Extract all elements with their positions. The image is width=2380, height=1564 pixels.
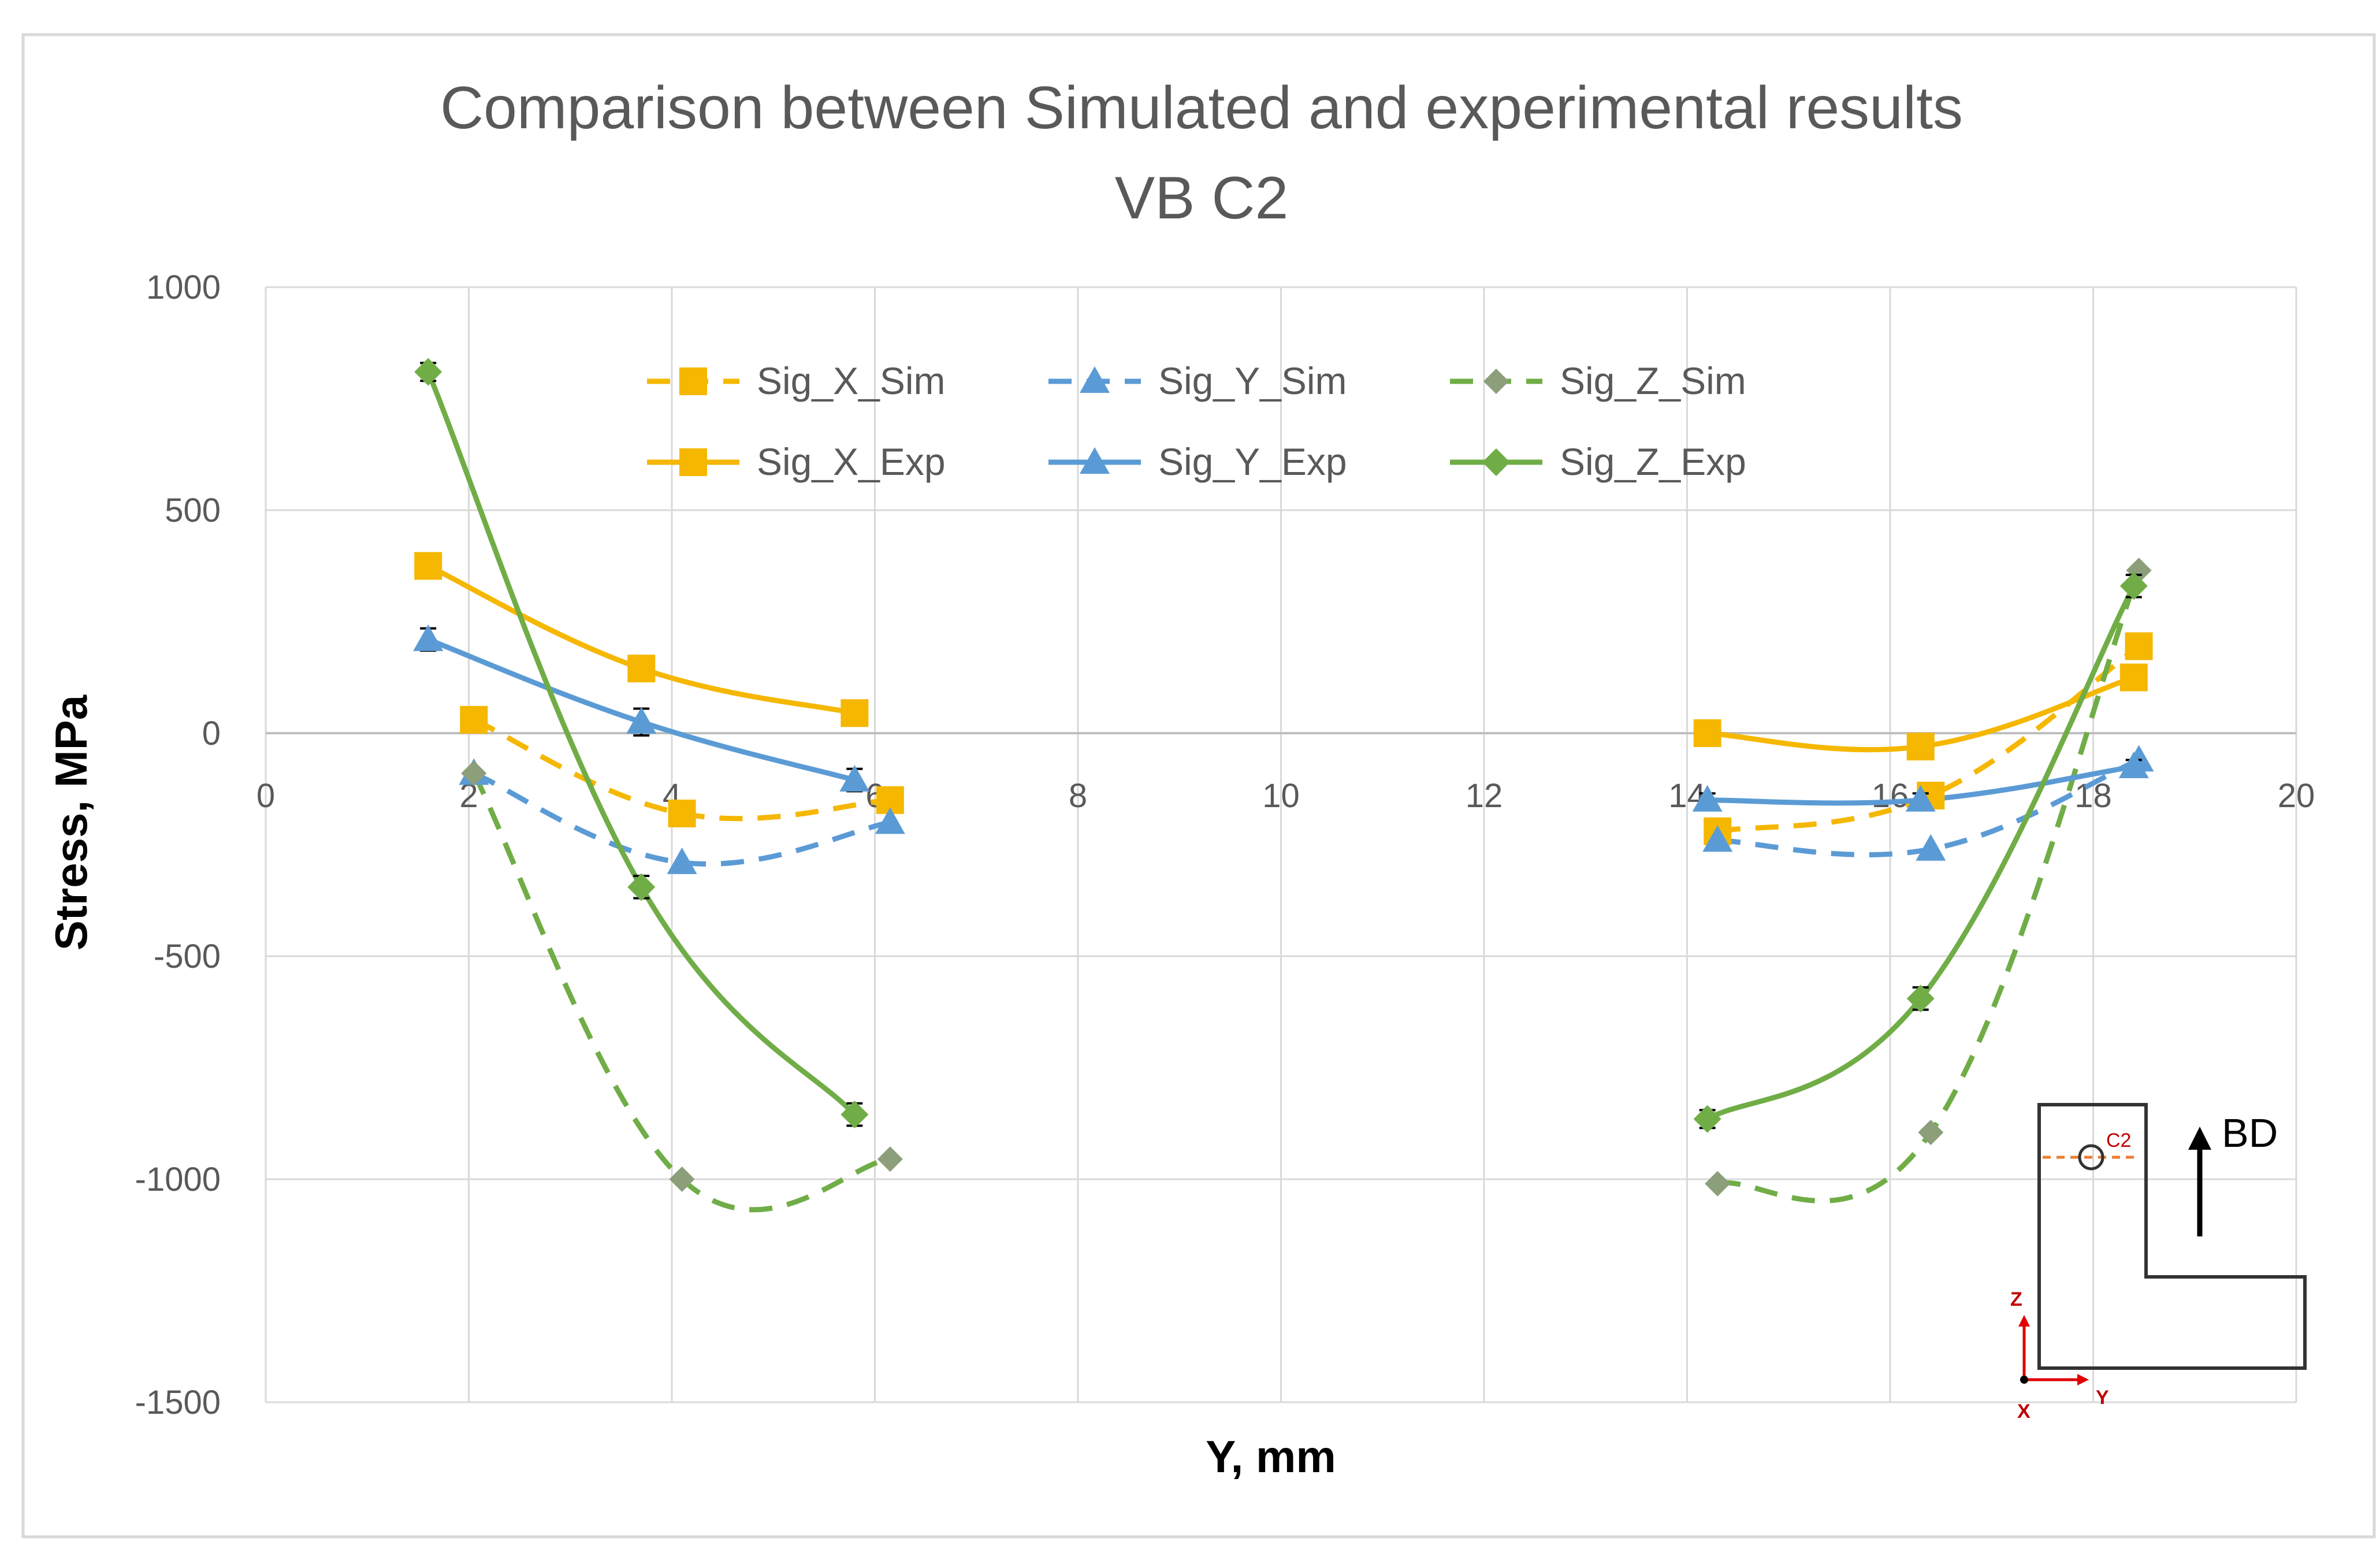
inset-z-label: Z <box>2010 1288 2022 1310</box>
data-point <box>460 705 488 734</box>
build-direction-label: BD <box>2222 1110 2278 1156</box>
data-point <box>1692 785 1723 812</box>
data-point <box>1918 1119 1944 1145</box>
legend-marker <box>1483 369 1509 394</box>
y-tick-label: -1500 <box>135 1384 221 1421</box>
data-point <box>414 358 442 386</box>
series-line-sig-z-sim <box>1717 569 2141 1203</box>
series-line-sig-x-sim <box>1717 644 2141 834</box>
legend-marker <box>1080 366 1110 393</box>
legend-marker <box>679 448 707 476</box>
data-point <box>461 760 487 786</box>
inset-y-label: Y <box>2096 1387 2109 1409</box>
y-tick-label: 0 <box>202 715 221 752</box>
data-point <box>1905 785 1936 812</box>
chart-subtitle: VB C2 <box>1115 165 1289 232</box>
legend-label: Sig_Y_Sim <box>1158 359 1347 402</box>
inset-schematic: C2 BD Z Y X <box>2010 1103 2307 1422</box>
x-axis-title: Y, mm <box>1206 1431 1336 1482</box>
y-arrow-head-icon <box>2077 1374 2089 1385</box>
legend-marker <box>679 367 707 395</box>
y-tick-label: 500 <box>165 492 221 529</box>
data-point <box>413 624 444 651</box>
data-point <box>627 655 656 683</box>
data-point <box>414 552 442 580</box>
series-line-sig-y-sim <box>473 771 891 867</box>
data-point <box>1906 733 1935 761</box>
data-point <box>2125 632 2153 660</box>
legend-marker <box>1482 448 1510 476</box>
data-point <box>2118 751 2149 778</box>
data-point <box>1916 834 1946 861</box>
y-axis-title: Stress, MPa <box>46 694 96 950</box>
legend-marker <box>1080 447 1110 474</box>
chart-border <box>21 33 2376 1539</box>
data-point <box>1693 1105 1721 1133</box>
gridlines <box>265 286 2297 1403</box>
x-tick-label: 8 <box>1069 777 1087 815</box>
series-line-sig-y-sim <box>1717 757 2140 857</box>
l-shaped-part <box>2037 1103 2307 1370</box>
data-point <box>1693 719 1721 747</box>
legend-label: Sig_X_Sim <box>757 359 946 402</box>
arrow-head-icon <box>2188 1127 2211 1150</box>
data-point <box>1906 985 1935 1013</box>
x-tick-label: 0 <box>256 777 275 815</box>
origin-dot <box>2020 1376 2028 1384</box>
inset-c2-label: C2 <box>2106 1130 2131 1151</box>
y-tick-label: 1000 <box>146 269 221 306</box>
data-point <box>2119 572 2148 600</box>
data-point <box>841 1101 869 1129</box>
data-point <box>1705 1171 1731 1197</box>
data-point <box>626 707 657 734</box>
legend-label: Sig_Z_Sim <box>1560 359 1746 402</box>
data-point <box>1702 825 1733 852</box>
data-point <box>839 765 870 792</box>
x-tick-label: 12 <box>1466 777 1503 815</box>
legend-label: Sig_X_Exp <box>757 440 946 483</box>
data-point <box>877 1146 903 1172</box>
data-point <box>841 699 869 727</box>
series-line-sig-z-exp <box>426 370 857 1117</box>
y-tick-label: -1000 <box>135 1161 221 1198</box>
data-point <box>627 873 656 901</box>
data-point <box>669 1167 695 1192</box>
legend-label: Sig_Y_Exp <box>1158 440 1347 483</box>
y-tick-label: -500 <box>154 938 221 975</box>
data-point <box>667 847 697 874</box>
data-point <box>668 799 696 827</box>
z-arrow-head-icon <box>2018 1315 2030 1327</box>
inset-x-label: X <box>2017 1400 2031 1422</box>
x-tick-label: 20 <box>2278 777 2315 815</box>
chart-title: Comparison between Simulated and experim… <box>440 75 1963 142</box>
series-line-sig-z-exp <box>1706 585 2136 1121</box>
legend-label: Sig_Z_Exp <box>1560 440 1746 483</box>
x-tick-label: 10 <box>1262 777 1300 815</box>
measurement-point-circle <box>2078 1144 2104 1171</box>
series-lines <box>413 358 2154 1213</box>
series-line-sig-z-sim <box>471 772 891 1213</box>
data-point <box>2119 663 2148 692</box>
data-point <box>875 807 905 834</box>
legend: Sig_X_Sim Sig_Y_Sim Sig_Z_Sim Sig_X_Exp Sig_… <box>647 359 1746 483</box>
